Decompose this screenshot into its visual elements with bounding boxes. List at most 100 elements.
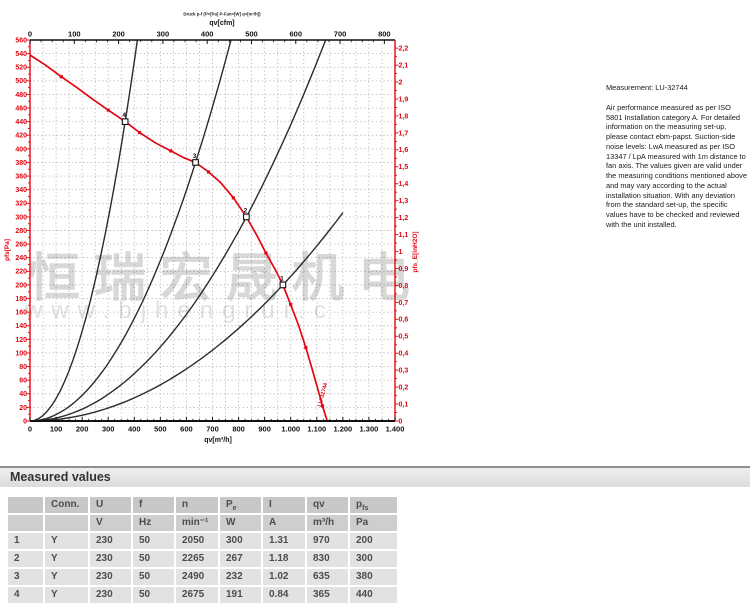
table-cell: 0.84 <box>263 587 305 603</box>
svg-text:60: 60 <box>19 378 27 385</box>
svg-text:qv[cfm]: qv[cfm] <box>209 20 234 27</box>
svg-text:1,4: 1,4 <box>399 181 409 188</box>
table-cell: 2050 <box>176 533 218 549</box>
svg-text:200: 200 <box>112 30 125 39</box>
table-cell: 365 <box>307 587 348 603</box>
grid <box>30 40 395 421</box>
svg-text:100: 100 <box>15 350 27 357</box>
svg-text:1,2: 1,2 <box>399 215 409 222</box>
svg-text:340: 340 <box>15 187 27 194</box>
table-cell: 230 <box>90 551 131 567</box>
svg-text:0,4: 0,4 <box>399 351 409 358</box>
svg-text:0: 0 <box>23 418 27 425</box>
fan-curve: LU-32744 <box>29 54 330 422</box>
measured-values-title: Measured values <box>10 470 111 484</box>
table-header-cell: n <box>176 497 218 513</box>
table-unit-cell: Hz <box>133 515 174 531</box>
table-cell: 2675 <box>176 587 218 603</box>
table-cell: 300 <box>220 533 261 549</box>
table-unit-cell <box>8 515 43 531</box>
svg-text:1,5: 1,5 <box>399 164 409 171</box>
table-header-cell: Conn. <box>45 497 88 513</box>
table-cell: 1.31 <box>263 533 305 549</box>
table-cell: 380 <box>350 569 397 585</box>
table-header-cell: I <box>263 497 305 513</box>
svg-text:Druck p-f (P=[Pa] P-Fan=[W] q=: Druck p-f (P=[Pa] P-Fan=[W] q=[m³/h]) <box>183 12 261 17</box>
table-header-cell: Pe <box>220 497 261 513</box>
svg-text:400: 400 <box>201 30 214 39</box>
svg-text:恒瑞宏晟机电: 恒瑞宏晟机电 <box>28 250 424 308</box>
table-cell: 50 <box>133 587 174 603</box>
svg-text:0: 0 <box>28 425 32 434</box>
notes-body: Air performance measured as per ISO 5801… <box>606 102 747 229</box>
table-cell: 2490 <box>176 569 218 585</box>
svg-text:200: 200 <box>15 282 27 289</box>
table-cell: 970 <box>307 533 348 549</box>
measured-values-heading: Measured values <box>0 466 750 487</box>
svg-text:600: 600 <box>290 30 303 39</box>
svg-text:80: 80 <box>19 364 27 371</box>
svg-text:20: 20 <box>19 405 27 412</box>
svg-text:1.300: 1.300 <box>360 425 379 434</box>
table-unit-cell: W <box>220 515 261 531</box>
svg-text:2,1: 2,1 <box>399 63 409 70</box>
table-cell: 300 <box>350 551 397 567</box>
svg-text:300: 300 <box>102 425 115 434</box>
svg-text:1,6: 1,6 <box>399 147 409 154</box>
svg-text:100: 100 <box>68 30 81 39</box>
table-unit-cell: Pa <box>350 515 397 531</box>
svg-text:460: 460 <box>15 105 27 112</box>
table-header-cell <box>8 497 43 513</box>
svg-text:0,7: 0,7 <box>399 300 409 307</box>
svg-text:360: 360 <box>15 173 27 180</box>
svg-text:500: 500 <box>154 425 167 434</box>
svg-text:560: 560 <box>15 37 27 44</box>
svg-text:800: 800 <box>378 30 391 39</box>
table-cell: 230 <box>90 587 131 603</box>
svg-text:480: 480 <box>15 92 27 99</box>
svg-text:300: 300 <box>15 214 27 221</box>
table-cell: Y <box>45 533 88 549</box>
table-row-number: 1 <box>8 533 43 549</box>
svg-text:320: 320 <box>15 201 27 208</box>
table-row-number: 3 <box>8 569 43 585</box>
svg-text:140: 140 <box>15 323 27 330</box>
svg-text:600: 600 <box>180 425 193 434</box>
table-unit-cell: V <box>90 515 131 531</box>
table-unit-cell: A <box>263 515 305 531</box>
table-unit-cell: min⁻¹ <box>176 515 218 531</box>
table-unit-cell <box>45 515 88 531</box>
svg-text:220: 220 <box>15 269 27 276</box>
svg-text:0,9: 0,9 <box>399 266 409 273</box>
svg-text:0,5: 0,5 <box>399 334 409 341</box>
svg-text:0,1: 0,1 <box>399 401 409 408</box>
svg-text:500: 500 <box>245 30 258 39</box>
svg-text:500: 500 <box>15 78 27 85</box>
svg-text:4: 4 <box>122 112 126 119</box>
svg-text:pfs_E[inH2O]: pfs_E[inH2O] <box>412 231 419 272</box>
table-cell: 191 <box>220 587 261 603</box>
svg-text:200: 200 <box>76 425 89 434</box>
table-header-cell: qv <box>307 497 348 513</box>
svg-text:0,8: 0,8 <box>399 283 409 290</box>
svg-text:120: 120 <box>15 337 27 344</box>
table-cell: 830 <box>307 551 348 567</box>
table-unit-cell: m³/h <box>307 515 348 531</box>
svg-text:400: 400 <box>15 146 27 153</box>
table-header-cell: f <box>133 497 174 513</box>
table-cell: 635 <box>307 569 348 585</box>
svg-text:1.000: 1.000 <box>281 425 300 434</box>
svg-text:1,3: 1,3 <box>399 198 409 205</box>
table-cell: 230 <box>90 533 131 549</box>
system-resistance-curves <box>29 39 344 422</box>
svg-text:180: 180 <box>15 296 27 303</box>
table-cell: 200 <box>350 533 397 549</box>
table-cell: 267 <box>220 551 261 567</box>
table-row-number: 2 <box>8 551 43 567</box>
svg-text:2: 2 <box>244 207 248 214</box>
table-header-cell: pfs <box>350 497 397 513</box>
svg-text:300: 300 <box>157 30 170 39</box>
